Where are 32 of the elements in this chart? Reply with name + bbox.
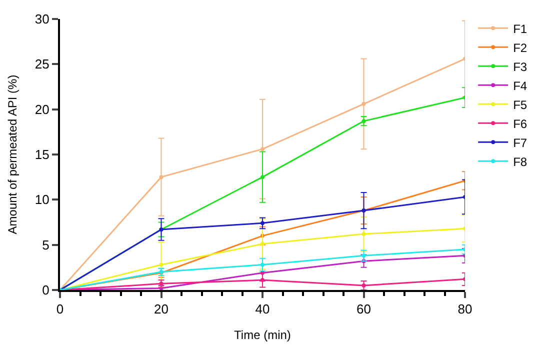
x-tick-label: 0 [56, 302, 64, 317]
legend-label: F5 [513, 98, 528, 112]
y-tick-label: 0 [42, 282, 50, 298]
y-tick-label: 20 [34, 102, 50, 117]
x-tick-label: 20 [154, 302, 168, 317]
x-tick-label: 60 [356, 302, 371, 317]
point [260, 242, 264, 246]
legend-label: F3 [513, 60, 528, 74]
legend-label: F2 [513, 40, 528, 55]
x-axis-title: Time (min) [234, 328, 291, 342]
y-tick-label: 10 [34, 192, 50, 208]
y-tick-label: 5 [42, 237, 50, 252]
legend-label: F7 [513, 136, 528, 150]
y-tick-label: 30 [34, 12, 50, 27]
y-tick-label: 15 [34, 147, 50, 162]
x-tick-label: 80 [458, 302, 472, 317]
y-axis-title: Amount of permeated API (%) [6, 74, 20, 234]
point [362, 102, 366, 106]
legend-label: F1 [513, 22, 528, 36]
point [260, 221, 264, 226]
point [159, 262, 164, 267]
legend-label: F8 [513, 154, 528, 169]
point [260, 147, 264, 152]
point [159, 175, 164, 180]
legend-label: F4 [513, 78, 528, 93]
x-tick-label: 40 [255, 302, 270, 317]
legend-label: F6 [513, 116, 528, 131]
point [260, 175, 264, 180]
point [362, 254, 366, 258]
y-tick-label: 25 [34, 56, 50, 72]
point [260, 262, 264, 267]
point [362, 232, 366, 236]
